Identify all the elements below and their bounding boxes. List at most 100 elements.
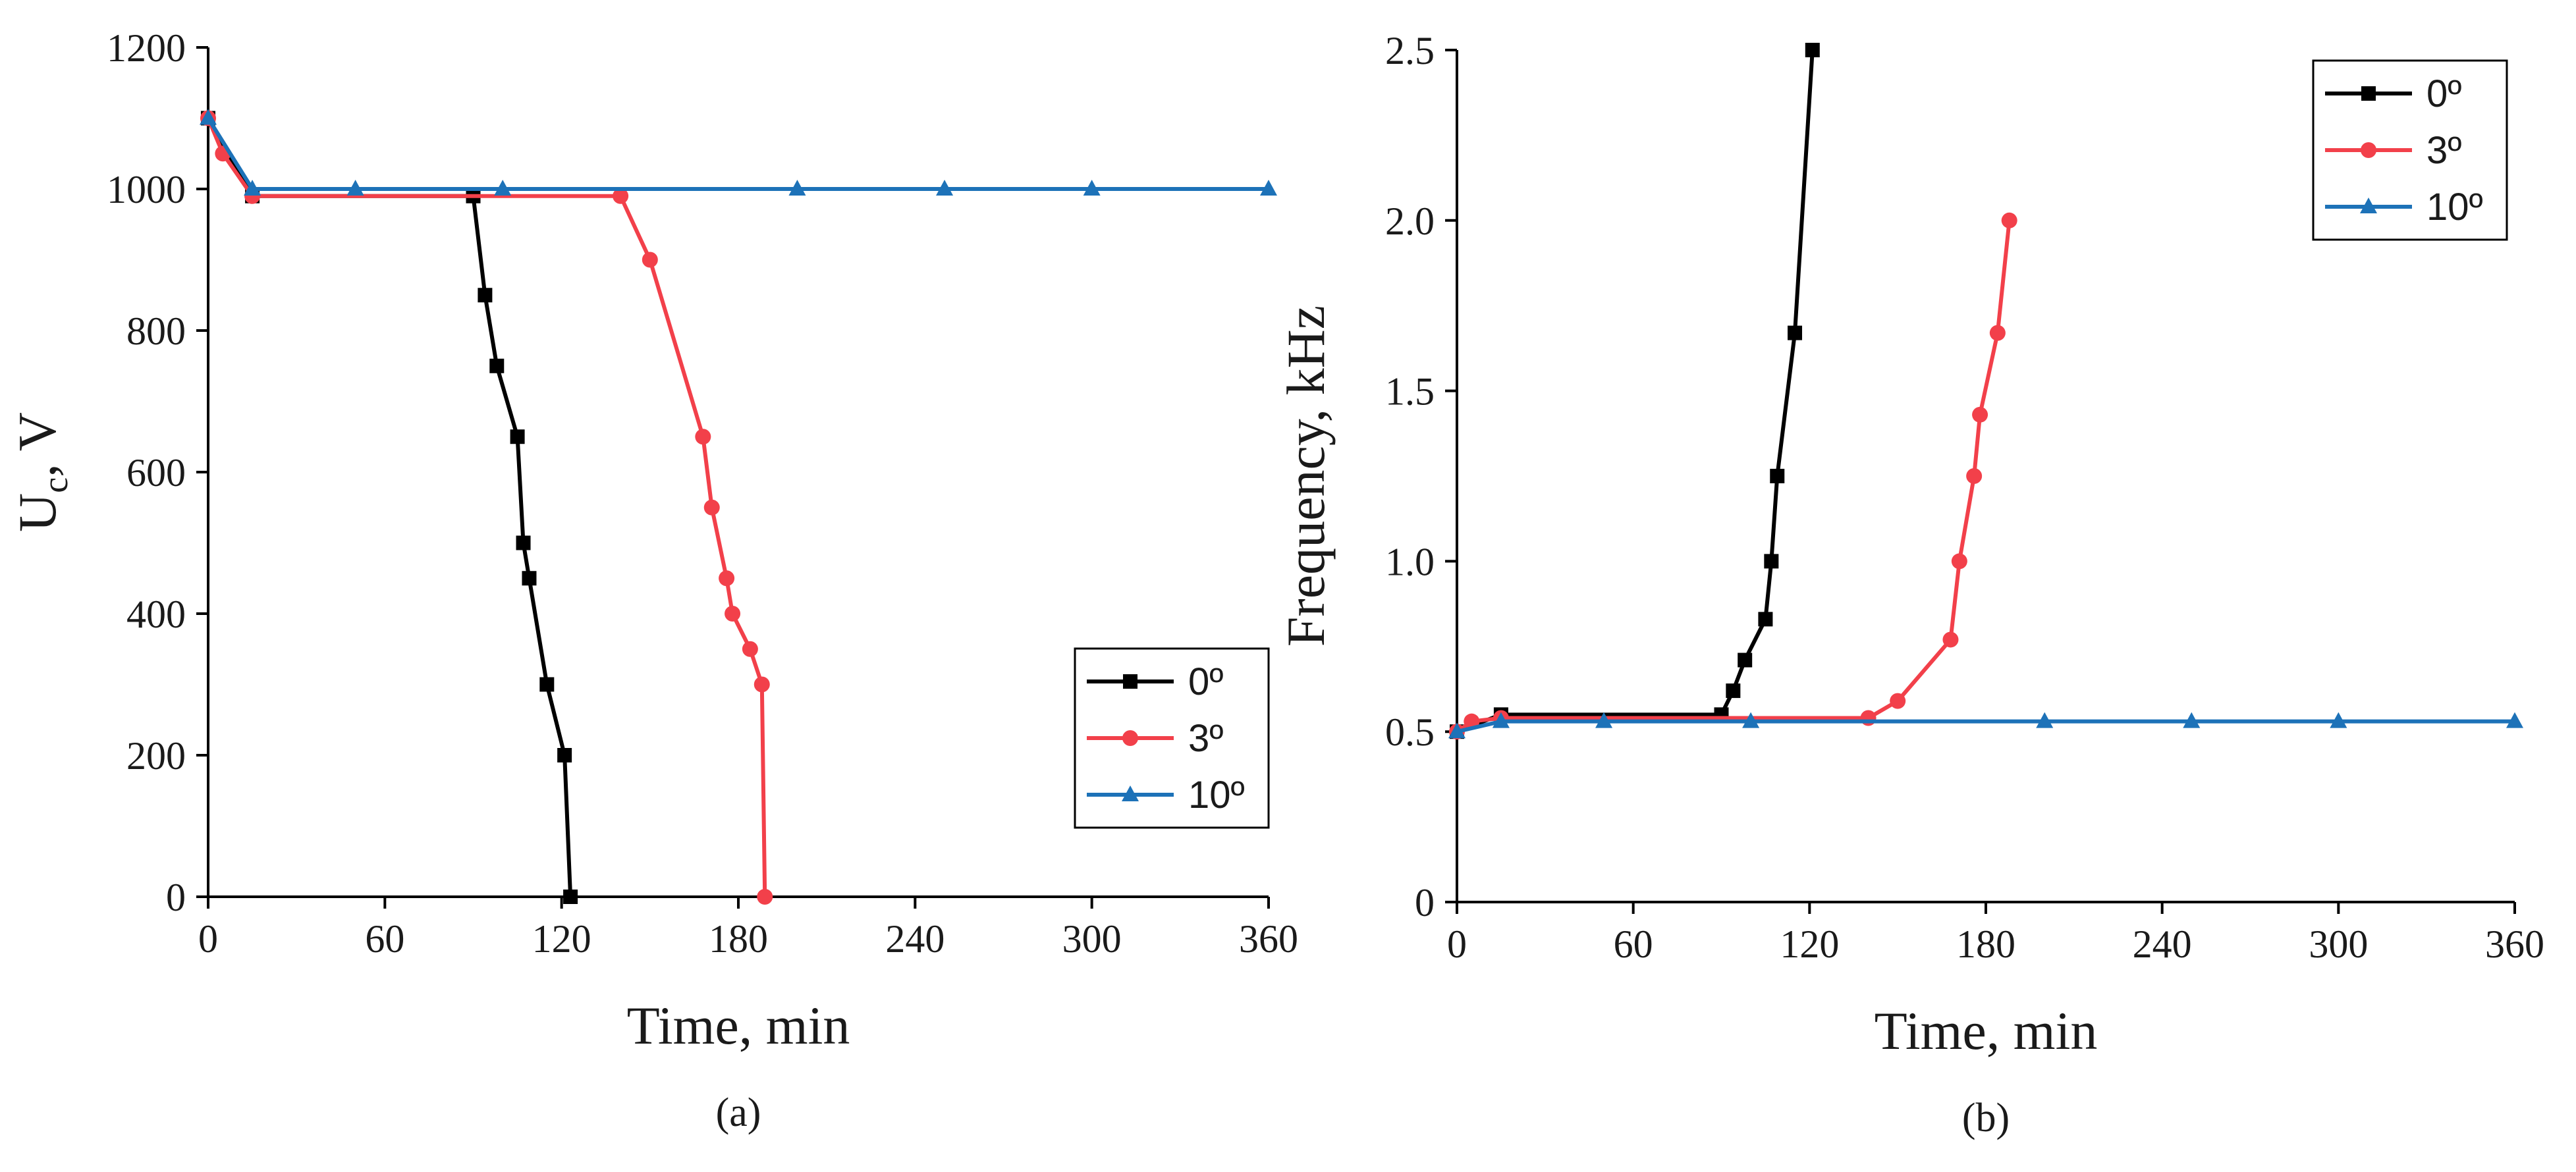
data-point	[1860, 710, 1877, 726]
x-tick-label: 60	[365, 917, 404, 961]
x-tick-label: 240	[885, 917, 945, 961]
data-point	[1083, 180, 1101, 196]
data-point	[754, 676, 770, 693]
series-line	[206, 117, 767, 897]
data-point	[742, 641, 758, 657]
y-tick-label: 800	[126, 309, 186, 353]
legend-label: 3º	[1188, 717, 1223, 760]
panel-a-chart: 0 60 120 180 240 300 360 0 200 400 600 800 1000 1200 T…	[7, 26, 1298, 1135]
x-tick-label: 360	[2485, 922, 2544, 966]
data-point	[1260, 180, 1277, 196]
y-tick-label: 0	[1415, 881, 1435, 924]
legend-label: 3º	[2426, 129, 2461, 172]
data-point	[725, 606, 741, 622]
data-point	[642, 252, 658, 268]
data-point	[2330, 712, 2347, 728]
x-tick-label: 180	[1956, 922, 2015, 966]
series-0	[201, 111, 578, 904]
legend-swatch-marker	[1122, 786, 1139, 801]
panel-b-chart: 0 60 120 180 240 300 360 0 0.5 1.0 1.5 2.0 2.5 Time, …	[1276, 29, 2544, 1140]
data-point	[478, 288, 493, 303]
legend-label: 0º	[1188, 660, 1223, 703]
x-axis-label: Time, min	[627, 996, 850, 1055]
data-point	[1942, 631, 1959, 648]
data-point	[2183, 712, 2201, 728]
data-point	[1448, 722, 1466, 739]
data-point	[1788, 325, 1803, 340]
y-axis-label-main: U	[7, 493, 67, 532]
x-tick-label: 120	[1780, 922, 1839, 966]
series-line	[1456, 220, 2012, 733]
data-point	[936, 180, 954, 196]
y-tick-label: 400	[126, 593, 186, 636]
data-point	[1726, 683, 1741, 699]
data-point	[200, 109, 217, 125]
y-axis-label: Uc, V	[7, 412, 75, 532]
series-line	[206, 117, 573, 897]
legend-label: 0º	[2426, 72, 2461, 115]
x-tick-label: 180	[709, 917, 768, 961]
x-axis-label: Time, min	[1875, 1001, 2098, 1061]
data-point	[1742, 712, 1760, 728]
series-0	[1450, 43, 1820, 739]
data-point	[510, 429, 525, 444]
y-axis-label-subscript: c	[36, 477, 75, 493]
x-tick-label: 360	[1239, 917, 1298, 961]
x-tick-label: 240	[2133, 922, 2192, 966]
data-point	[557, 748, 572, 762]
panel-label: (a)	[716, 1090, 761, 1135]
data-point	[1805, 43, 1820, 57]
x-tick-label: 60	[1614, 922, 1653, 966]
y-axis-label-unit: , V	[7, 412, 67, 477]
series-1	[1449, 212, 2017, 740]
data-point	[494, 180, 512, 196]
data-point	[719, 570, 735, 587]
legend-swatch-marker	[1122, 730, 1138, 746]
data-point	[522, 571, 537, 586]
x-tick-label: 0	[198, 917, 218, 961]
x-tick-label: 120	[532, 917, 591, 961]
data-point	[2036, 712, 2054, 728]
x-tick-label: 300	[1062, 917, 1122, 961]
legend-swatch-marker	[2361, 86, 2376, 101]
y-axis-label: Frequency, kHz	[1276, 306, 1336, 647]
legend-swatch-marker	[1123, 674, 1137, 689]
data-point	[2001, 212, 2017, 228]
data-point	[2506, 712, 2523, 728]
data-point	[1492, 712, 1510, 728]
data-point	[346, 180, 364, 196]
series-line	[206, 117, 1269, 191]
y-tick-label: 1000	[107, 168, 186, 211]
y-tick-label: 0.5	[1385, 710, 1435, 754]
series-1	[200, 110, 773, 905]
series-2	[1448, 712, 2523, 739]
data-point	[703, 499, 720, 516]
legend-label: 10º	[2426, 186, 2483, 228]
data-point	[788, 180, 806, 196]
y-tick-label: 2.0	[1385, 200, 1435, 243]
x-tick-label: 0	[1447, 922, 1467, 966]
y-tick-label: 600	[126, 451, 186, 494]
data-point	[1972, 406, 1988, 423]
legend-swatch-marker	[2361, 142, 2376, 158]
series-line	[1456, 719, 2515, 734]
series-line	[1456, 49, 1815, 733]
data-point	[757, 889, 773, 905]
legend-swatch-marker	[2360, 198, 2377, 213]
data-point	[1738, 653, 1753, 668]
data-point	[695, 429, 711, 445]
data-point	[516, 535, 531, 550]
data-point	[1770, 469, 1785, 483]
legend-label: 10º	[1188, 774, 1245, 816]
data-point	[1758, 612, 1773, 627]
data-point	[1764, 554, 1779, 569]
panel-label: (b)	[1962, 1096, 2010, 1140]
data-point	[1595, 712, 1613, 728]
y-tick-label: 200	[126, 734, 186, 778]
legend: 0º 3º 10º	[2312, 59, 2508, 241]
y-tick-label: 1.5	[1385, 370, 1435, 413]
data-point	[539, 677, 555, 692]
data-point	[613, 188, 629, 204]
